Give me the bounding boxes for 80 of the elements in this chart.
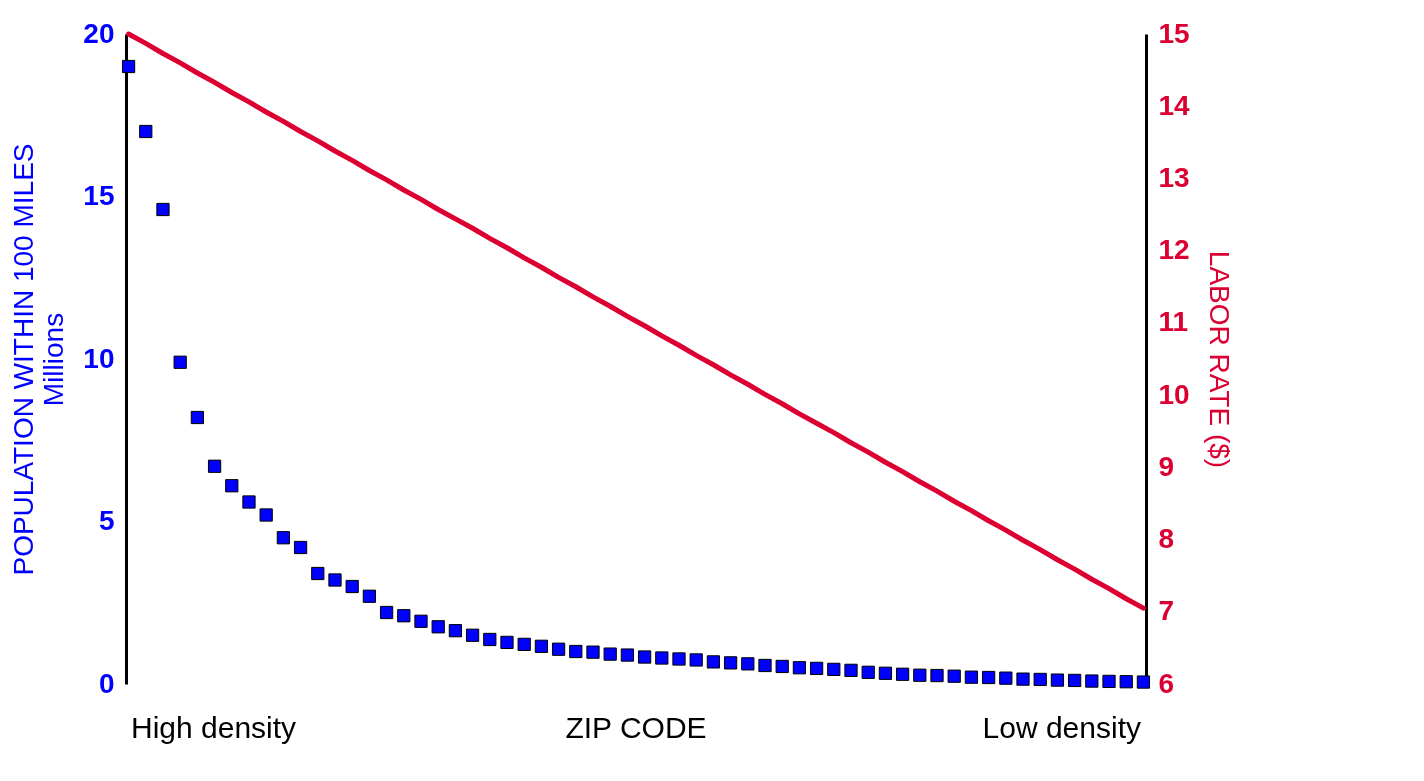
point	[861, 665, 875, 679]
point	[362, 589, 377, 603]
point	[483, 632, 497, 647]
y2-tick-label: 6	[1158, 667, 1175, 699]
y2-tick-label: 13	[1158, 161, 1190, 193]
point	[913, 668, 927, 682]
point	[190, 410, 205, 425]
y2-tick-label: 12	[1158, 234, 1190, 266]
point	[207, 459, 222, 473]
point	[964, 670, 979, 684]
point	[930, 668, 944, 683]
point	[637, 650, 652, 664]
point	[328, 573, 342, 587]
point	[1136, 675, 1151, 689]
y2-tick-label: 11	[1158, 306, 1189, 338]
point	[1102, 674, 1116, 689]
point	[414, 614, 428, 628]
point	[706, 655, 721, 669]
point	[981, 670, 996, 685]
point	[689, 653, 703, 667]
point	[1119, 675, 1133, 689]
point	[775, 659, 789, 674]
point	[1050, 673, 1065, 687]
point	[465, 628, 480, 642]
point	[620, 648, 635, 662]
point	[1067, 673, 1082, 688]
y2-tick-label: 9	[1158, 450, 1175, 482]
point	[878, 666, 893, 680]
point	[672, 652, 686, 666]
point	[139, 124, 153, 139]
point	[121, 59, 136, 74]
y-tick-label: 15	[83, 180, 115, 211]
point	[225, 479, 239, 493]
y2-tick-label: 14	[1158, 89, 1191, 121]
y2-tick-label: 10	[1158, 378, 1190, 410]
y2-tick-label: 7	[1158, 595, 1175, 627]
y-tick-label: 0	[98, 667, 115, 699]
point	[517, 637, 531, 651]
point	[534, 639, 549, 653]
point	[242, 495, 256, 509]
y2-tick-label: 15	[1158, 17, 1190, 49]
x-axis-title: ZIP CODE	[565, 711, 707, 744]
point	[827, 662, 841, 676]
point	[311, 566, 325, 581]
y2-tick-label: 8	[1158, 523, 1175, 555]
point	[156, 202, 170, 217]
point	[276, 531, 291, 545]
point	[1016, 672, 1030, 686]
point	[500, 635, 514, 650]
y-tick-label: 10	[83, 342, 115, 374]
y2-axis-title: LABOR RATE ($)	[1203, 250, 1235, 469]
y-axis-title: POPULATION WITHIN 100 MILES Millions	[8, 143, 70, 576]
point	[792, 661, 807, 675]
text: Low density	[982, 711, 1141, 744]
point	[448, 624, 463, 638]
point	[431, 620, 445, 634]
point	[844, 663, 858, 677]
y-tick-label: 20	[83, 17, 115, 49]
point	[379, 605, 394, 620]
point	[895, 667, 910, 681]
point	[1033, 672, 1047, 687]
point	[569, 644, 583, 659]
point	[293, 540, 308, 555]
point	[999, 671, 1013, 685]
point	[603, 647, 617, 661]
point	[758, 658, 772, 673]
point	[551, 642, 566, 656]
text: High density	[131, 711, 297, 744]
point	[655, 651, 669, 665]
point	[397, 609, 411, 623]
y-tick-label: 5	[98, 505, 115, 536]
point	[723, 656, 738, 670]
point	[173, 355, 187, 369]
point	[741, 657, 755, 671]
point	[947, 669, 961, 683]
point	[586, 645, 600, 659]
point	[259, 508, 273, 522]
point	[345, 579, 359, 594]
point	[809, 661, 824, 676]
point	[1085, 674, 1099, 688]
